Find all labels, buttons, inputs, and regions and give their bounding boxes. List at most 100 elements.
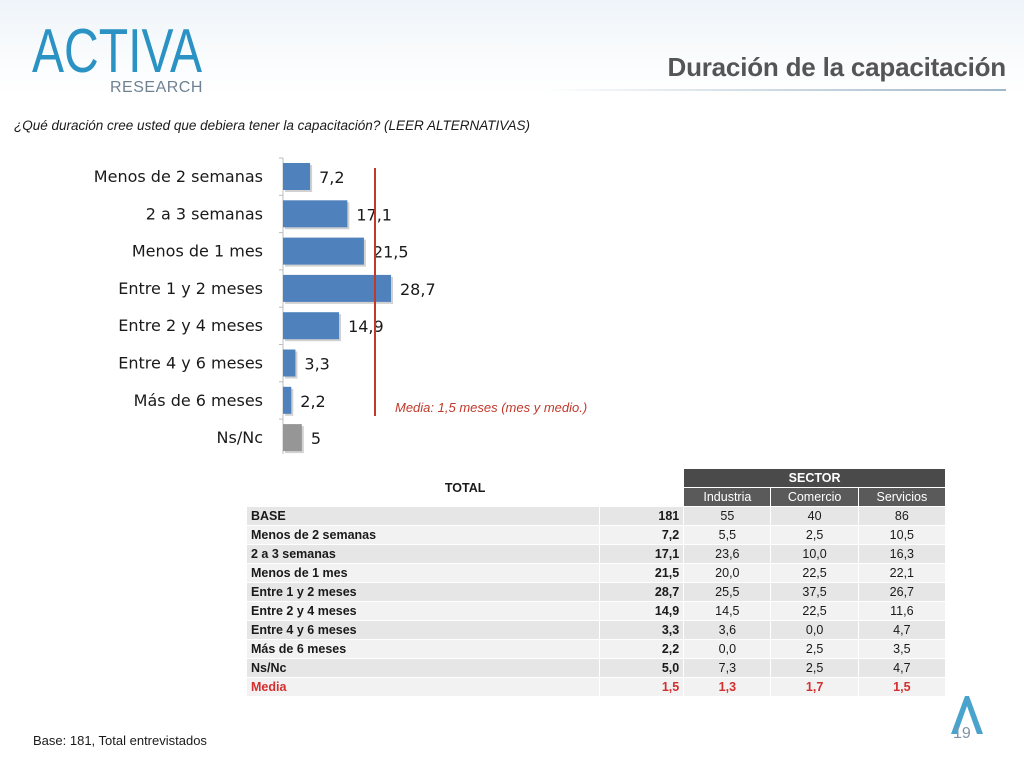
table-row: Entre 2 y 4 meses 14,9 14,5 22,5 11,6 bbox=[246, 601, 947, 621]
table-header-sector: SECTOR bbox=[683, 468, 946, 488]
bar-4 bbox=[283, 312, 340, 340]
row-comercio: 22,5 bbox=[770, 563, 859, 583]
media-annotation: Media: 1,5 meses (mes y medio.) bbox=[395, 400, 588, 415]
table-row: Media 1,5 1,3 1,7 1,5 bbox=[246, 677, 947, 697]
table-header-industria: Industria bbox=[683, 487, 772, 507]
row-servicios: 4,7 bbox=[857, 620, 947, 640]
row-industria: 3,6 bbox=[683, 620, 772, 640]
table-row: Más de 6 meses 2,2 0,0 2,5 3,5 bbox=[246, 639, 947, 659]
category-label: Menos de 1 mes bbox=[132, 242, 263, 261]
row-comercio: 1,7 bbox=[770, 677, 859, 697]
row-servicios: 86 bbox=[857, 506, 947, 526]
row-servicios: 10,5 bbox=[857, 525, 947, 545]
row-comercio: 2,5 bbox=[770, 639, 859, 659]
row-industria: 7,3 bbox=[683, 658, 772, 678]
table-header-servicios: Servicios bbox=[857, 487, 947, 507]
row-total: 28,7 bbox=[598, 582, 685, 602]
sector-breakdown-table: TOTAL SECTOR Industria Comercio Servicio… bbox=[245, 468, 947, 697]
row-label: Menos de 2 semanas bbox=[246, 525, 600, 545]
row-industria: 5,5 bbox=[683, 525, 772, 545]
category-label: Menos de 2 semanas bbox=[94, 167, 263, 186]
row-label: Ns/Nc bbox=[246, 658, 600, 678]
table-row: Entre 4 y 6 meses 3,3 3,6 0,0 4,7 bbox=[246, 620, 947, 640]
row-total: 14,9 bbox=[598, 601, 685, 621]
bar-3 bbox=[283, 274, 391, 302]
row-label: Entre 2 y 4 meses bbox=[246, 601, 600, 621]
row-comercio: 0,0 bbox=[770, 620, 859, 640]
row-industria: 23,6 bbox=[683, 544, 772, 564]
bar-6 bbox=[283, 386, 292, 414]
bar-1 bbox=[283, 200, 348, 228]
row-total: 2,2 bbox=[598, 639, 685, 659]
row-servicios: 11,6 bbox=[857, 601, 947, 621]
table-header-comercio: Comercio bbox=[770, 487, 859, 507]
survey-question: ¿Qué duración cree usted que debiera ten… bbox=[14, 118, 531, 133]
table-row: Menos de 2 semanas 7,2 5,5 2,5 10,5 bbox=[246, 525, 947, 545]
value-label: 2,2 bbox=[300, 392, 325, 411]
bar-2 bbox=[283, 237, 364, 265]
row-total: 5,0 bbox=[598, 658, 685, 678]
value-label: 28,7 bbox=[400, 280, 436, 299]
category-label: 2 a 3 semanas bbox=[146, 204, 263, 223]
row-servicios: 4,7 bbox=[857, 658, 947, 678]
row-label: Entre 4 y 6 meses bbox=[246, 620, 600, 640]
bar-5 bbox=[283, 349, 296, 377]
value-label: 5 bbox=[311, 429, 321, 448]
row-total: 181 bbox=[598, 506, 685, 526]
logo-main-text: ACTIVA bbox=[32, 17, 202, 86]
category-label: Entre 2 y 4 meses bbox=[118, 316, 263, 335]
row-comercio: 22,5 bbox=[770, 601, 859, 621]
value-label: 3,3 bbox=[304, 355, 329, 374]
row-servicios: 26,7 bbox=[857, 582, 947, 602]
row-comercio: 10,0 bbox=[770, 544, 859, 564]
row-comercio: 2,5 bbox=[770, 525, 859, 545]
row-total: 3,3 bbox=[598, 620, 685, 640]
row-total: 21,5 bbox=[598, 563, 685, 583]
table-row: Menos de 1 mes 21,5 20,0 22,5 22,1 bbox=[246, 563, 947, 583]
base-footnote: Base: 181, Total entrevistados bbox=[33, 733, 207, 748]
row-comercio: 37,5 bbox=[770, 582, 859, 602]
row-industria: 25,5 bbox=[683, 582, 772, 602]
row-total: 7,2 bbox=[598, 525, 685, 545]
row-label: 2 a 3 semanas bbox=[246, 544, 600, 564]
logo-sub-text: RESEARCH bbox=[110, 79, 203, 96]
row-servicios: 22,1 bbox=[857, 563, 947, 583]
footer-logo-icon bbox=[951, 696, 983, 734]
value-label: 7,2 bbox=[319, 168, 344, 187]
media-reference-line bbox=[374, 168, 376, 416]
title-divider bbox=[540, 89, 1006, 91]
row-total: 17,1 bbox=[598, 544, 685, 564]
row-comercio: 2,5 bbox=[770, 658, 859, 678]
row-industria: 14,5 bbox=[683, 601, 772, 621]
table-row: BASE 181 55 40 86 bbox=[246, 506, 947, 526]
value-label: 14,9 bbox=[348, 317, 384, 336]
table-row: Ns/Nc 5,0 7,3 2,5 4,7 bbox=[246, 658, 947, 678]
table-row: 2 a 3 semanas 17,1 23,6 10,0 16,3 bbox=[246, 544, 947, 564]
row-label: Más de 6 meses bbox=[246, 639, 600, 659]
row-industria: 20,0 bbox=[683, 563, 772, 583]
category-label: Entre 4 y 6 meses bbox=[118, 354, 263, 373]
category-label: Entre 1 y 2 meses bbox=[118, 279, 263, 298]
table-header-total: TOTAL bbox=[245, 468, 685, 507]
header-background bbox=[0, 0, 1024, 95]
row-total: 1,5 bbox=[598, 677, 685, 697]
bar-0 bbox=[283, 163, 311, 190]
row-servicios: 1,5 bbox=[857, 677, 947, 697]
row-comercio: 40 bbox=[770, 506, 859, 526]
bar-7 bbox=[283, 424, 302, 452]
row-label: Media bbox=[246, 677, 600, 697]
category-label: Ns/Nc bbox=[217, 428, 263, 447]
page-number: 19 bbox=[953, 725, 971, 742]
row-industria: 0,0 bbox=[683, 639, 772, 659]
row-label: Menos de 1 mes bbox=[246, 563, 600, 583]
row-label: Entre 1 y 2 meses bbox=[246, 582, 600, 602]
table-row: Entre 1 y 2 meses 28,7 25,5 37,5 26,7 bbox=[246, 582, 947, 602]
value-label: 21,5 bbox=[373, 243, 409, 262]
row-industria: 1,3 bbox=[683, 677, 772, 697]
category-label: Más de 6 meses bbox=[134, 391, 263, 410]
row-servicios: 3,5 bbox=[857, 639, 947, 659]
row-servicios: 16,3 bbox=[857, 544, 947, 564]
row-industria: 55 bbox=[683, 506, 772, 526]
row-label: BASE bbox=[246, 506, 600, 526]
